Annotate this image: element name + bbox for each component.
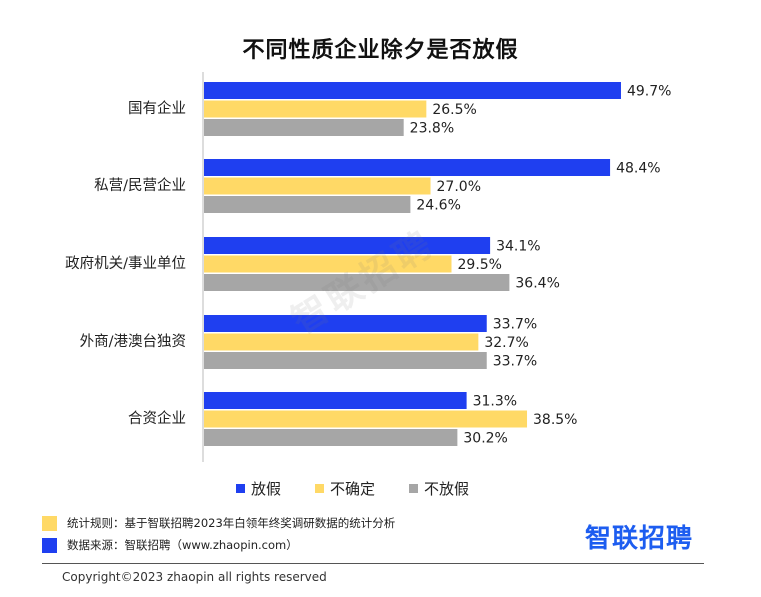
stat-rule-note: 统计规则：基于智联招聘2023年白领年终奖调研数据的统计分析 (42, 515, 395, 531)
bar-government-uncertain (204, 255, 452, 273)
legend-item-no-vacation: 不放假 (409, 478, 469, 499)
category-label-state-owned: 国有企业 (128, 99, 186, 117)
value-label-private-uncertain: 27.0% (437, 179, 481, 195)
bar-private-vacation (204, 159, 611, 176)
note-swatch-yellow (42, 515, 57, 531)
bar-state-owned-vacation (204, 82, 621, 99)
legend-label-uncertain: 不确定 (330, 480, 376, 498)
legend-label-vacation: 放假 (251, 480, 282, 498)
zhaopin-logo: 智联招聘 (585, 518, 693, 555)
bar-private-uncertain (204, 177, 431, 195)
data-source-text: 数据来源：智联招聘（www.zhaopin.com） (67, 538, 298, 552)
data-source-note: 数据来源：智联招聘（www.zhaopin.com） (42, 537, 298, 553)
legend-swatch-no-vacation (409, 484, 419, 493)
bar-foreign-no-vacation (204, 352, 487, 369)
value-label-state-owned-uncertain: 26.5% (432, 102, 476, 118)
category-label-government: 政府机关/事业单位 (65, 255, 186, 272)
bar-chart: 国有企业 49.7% 26.5% 23.8% 私营/民营企业 48.4% 27.0% 24.6… (65, 72, 671, 462)
bar-state-owned-uncertain (204, 100, 427, 118)
value-label-foreign-vacation: 33.7% (493, 317, 537, 333)
value-label-government-no-vacation: 36.4% (515, 276, 559, 292)
legend-swatch-vacation (236, 484, 245, 493)
category-label-private: 私营/民营企业 (94, 176, 186, 194)
footer-divider (42, 563, 704, 564)
legend-swatch-uncertain (315, 484, 325, 493)
value-label-state-owned-no-vacation: 23.8% (410, 121, 454, 137)
value-label-foreign-uncertain: 32.7% (484, 335, 528, 351)
chart-title: 不同性质企业除夕是否放假 (242, 38, 519, 63)
bar-foreign-uncertain (204, 333, 479, 351)
legend-item-uncertain: 不确定 (315, 478, 375, 499)
legend-label-no-vacation: 不放假 (424, 480, 470, 498)
value-label-foreign-no-vacation: 33.7% (493, 354, 537, 370)
bar-government-vacation (204, 237, 491, 254)
bar-government-no-vacation (204, 274, 510, 291)
bar-joint-venture-uncertain (204, 410, 528, 428)
copyright-text: Copyright©2023 zhaopin all rights reserv… (62, 570, 327, 584)
brand-name: 智联招聘 (585, 524, 694, 554)
value-label-private-vacation: 48.4% (616, 161, 660, 177)
value-label-joint-venture-no-vacation: 30.2% (463, 431, 507, 447)
value-label-government-vacation: 34.1% (496, 239, 540, 255)
bar-joint-venture-vacation (204, 392, 467, 409)
legend-item-vacation: 放假 (236, 478, 281, 499)
value-label-private-no-vacation: 24.6% (416, 198, 460, 214)
value-label-joint-venture-vacation: 31.3% (473, 394, 517, 410)
bar-private-no-vacation (204, 196, 411, 213)
category-label-foreign: 外商/港澳台独资 (80, 333, 186, 350)
bar-state-owned-no-vacation (204, 119, 404, 136)
bar-joint-venture-no-vacation (204, 429, 458, 446)
value-label-state-owned-vacation: 49.7% (627, 84, 671, 100)
bar-foreign-vacation (204, 315, 487, 332)
value-label-joint-venture-uncertain: 38.5% (533, 412, 577, 428)
stat-rule-text: 统计规则：基于智联招聘2023年白领年终奖调研数据的统计分析 (67, 516, 396, 530)
value-label-government-uncertain: 29.5% (458, 257, 502, 273)
category-label-joint-venture: 合资企业 (128, 409, 186, 427)
chart-legend: 放假 不确定 不放假 (236, 478, 469, 499)
note-swatch-blue (42, 537, 57, 553)
